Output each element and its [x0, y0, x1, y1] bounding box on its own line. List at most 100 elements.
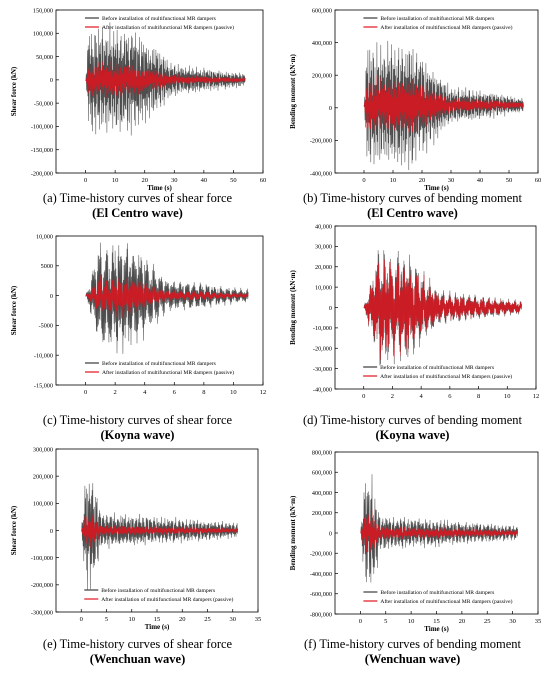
y-tick-label-d: -40,000 [313, 386, 332, 393]
caption-c: (c) Time-history curves of shear force (… [0, 413, 275, 443]
legend-label-b: Before installation of multifunctional M… [380, 15, 494, 22]
x-tick-label-a: 40 [201, 177, 208, 184]
y-tick-label-a: -50,000 [34, 100, 53, 107]
plot-frame-b [334, 9, 539, 174]
caption-d: (d) Time-history curves of bending momen… [275, 413, 550, 443]
x-tick-label-a: 0 [84, 177, 87, 184]
legend-label-a: After installation of multifunctional MR… [102, 24, 234, 31]
x-tick-label-f: 30 [509, 618, 516, 625]
caption-a: (a) Time-history curves of shear force (… [0, 191, 275, 221]
legend-label-b: After installation of multifunctional MR… [380, 24, 512, 31]
chart-c: 10,000 5000 0 -5000 -10,000 -15,000 0 2 4 6 8 10 12 S… [10, 233, 266, 396]
y-tick-label-f: 800,000 [312, 449, 332, 456]
y-tick-label-b: 200,000 [312, 73, 332, 80]
x-tick-label-a: 30 [171, 177, 178, 184]
legend-label-e: Before installation of multifunctional M… [101, 587, 215, 594]
series-line-f-after [360, 509, 518, 553]
x-tick-label-d: 6 [448, 393, 452, 400]
caption-d-line2: (Koyna wave) [375, 428, 450, 442]
x-tick-label-c: 10 [230, 389, 237, 396]
x-tick-label-b: 0 [362, 177, 365, 184]
caption-c-line2: (Koyna wave) [100, 428, 175, 442]
x-tick-label-e: 5 [105, 616, 108, 623]
x-tick-label-f: 5 [384, 618, 387, 625]
y-tick-label-f: -600,000 [310, 591, 332, 598]
y-tick-label-a: 150,000 [33, 7, 53, 14]
y-tick-label-a: -100,000 [31, 124, 53, 131]
y-axis-label-a: Shear force (kN) [10, 66, 18, 116]
y-tick-label-b: 600,000 [312, 7, 332, 14]
x-tick-label-a: 60 [260, 177, 267, 184]
x-tick-label-b: 50 [506, 177, 513, 184]
x-tick-label-d: 0 [362, 393, 365, 400]
caption-c-line1: (c) Time-history curves of shear force [42, 413, 233, 427]
caption-e-line1: (e) Time-history curves of shear force [42, 637, 233, 651]
y-tick-label-c: 0 [50, 293, 53, 300]
chart-e: 300,000 200,000 100,000 0 -100,000 -200,000 -3… [10, 446, 261, 631]
y-axis-label-b: Bending moment (kN·m) [289, 53, 297, 128]
y-tick-label-d: 20,000 [315, 264, 332, 271]
y-tick-label-a: 50,000 [36, 54, 53, 61]
series-line-e-after [81, 514, 239, 551]
x-tick-label-c: 4 [143, 389, 147, 396]
y-tick-label-b: -400,000 [310, 170, 332, 177]
y-tick-label-e: -200,000 [31, 582, 53, 589]
x-tick-label-a: 10 [112, 177, 119, 184]
caption-b: (b) Time-history curves of bending momen… [275, 191, 550, 221]
series-line-d-after [363, 259, 522, 360]
y-tick-label-d: 40,000 [315, 223, 332, 230]
caption-b-line1: (b) Time-history curves of bending momen… [302, 191, 523, 205]
y-tick-label-e: 100,000 [33, 501, 53, 508]
plot-frame-a [55, 9, 264, 174]
x-tick-label-d: 12 [533, 393, 540, 400]
caption-a-line1: (a) Time-history curves of shear force [42, 191, 233, 205]
legend-label-f: Before installation of multifunctional M… [380, 589, 494, 596]
y-tick-label-e: -300,000 [31, 609, 53, 616]
y-tick-label-e: 300,000 [33, 446, 53, 453]
y-tick-label-f: 200,000 [312, 510, 332, 517]
x-tick-label-d: 2 [391, 393, 394, 400]
x-tick-label-e: 0 [80, 616, 83, 623]
legend-label-d: After installation of multifunctional MR… [380, 373, 512, 380]
chart-d: 40,000 30,000 20,000 10,000 0 -10,000 -20,000 -… [289, 223, 539, 400]
x-tick-label-b: 40 [477, 177, 484, 184]
y-tick-label-f: -800,000 [310, 611, 332, 618]
x-tick-label-c: 2 [114, 389, 117, 396]
x-tick-label-b: 30 [448, 177, 455, 184]
x-tick-label-d: 8 [477, 393, 480, 400]
x-tick-label-f: 25 [484, 618, 491, 625]
legend-label-c: After installation of multifunctional MR… [102, 369, 234, 376]
chart-a: 150,000 100,000 50,000 0 -50,000 -100,000 -150… [10, 7, 266, 192]
y-tick-label-f: -200,000 [310, 551, 332, 558]
y-tick-label-a: -150,000 [31, 147, 53, 154]
y-axis-label-f: Bending moment (kN·m) [289, 495, 297, 570]
x-tick-label-c: 6 [173, 389, 177, 396]
x-tick-label-e: 20 [179, 616, 186, 623]
x-axis-label-e: Time (s) [145, 623, 170, 631]
legend-label-e: After installation of multifunctional MR… [101, 596, 233, 603]
x-tick-label-f: 10 [408, 618, 415, 625]
y-tick-label-c: -15,000 [34, 382, 53, 389]
y-tick-label-f: 400,000 [312, 490, 332, 497]
series-line-a-before [85, 22, 246, 136]
series-line-c-after [85, 275, 249, 318]
caption-a-line2: (El Centro wave) [92, 206, 183, 220]
caption-d-line1: (d) Time-history curves of bending momen… [302, 413, 523, 427]
x-tick-label-e: 35 [255, 616, 262, 623]
y-axis-label-c: Shear force (kN) [10, 285, 18, 335]
x-tick-label-e: 10 [129, 616, 136, 623]
y-axis-label-d: Bending moment (kN·m) [289, 269, 297, 344]
y-tick-label-e: -100,000 [31, 555, 53, 562]
y-tick-label-d: 0 [329, 305, 332, 312]
y-tick-label-f: 0 [329, 530, 332, 537]
y-axis-label-e: Shear force (kN) [10, 505, 18, 555]
caption-e-line2: (Wenchuan wave) [89, 652, 186, 666]
series-line-f-before [360, 474, 518, 583]
x-axis-label-a: Time (s) [147, 184, 172, 192]
caption-f-line2: (Wenchuan wave) [364, 652, 461, 666]
x-axis-label-f: Time (s) [424, 625, 449, 633]
y-tick-label-a: 0 [50, 77, 53, 84]
caption-f: (f) Time-history curves of bending momen… [275, 637, 550, 667]
x-tick-label-a: 20 [141, 177, 148, 184]
